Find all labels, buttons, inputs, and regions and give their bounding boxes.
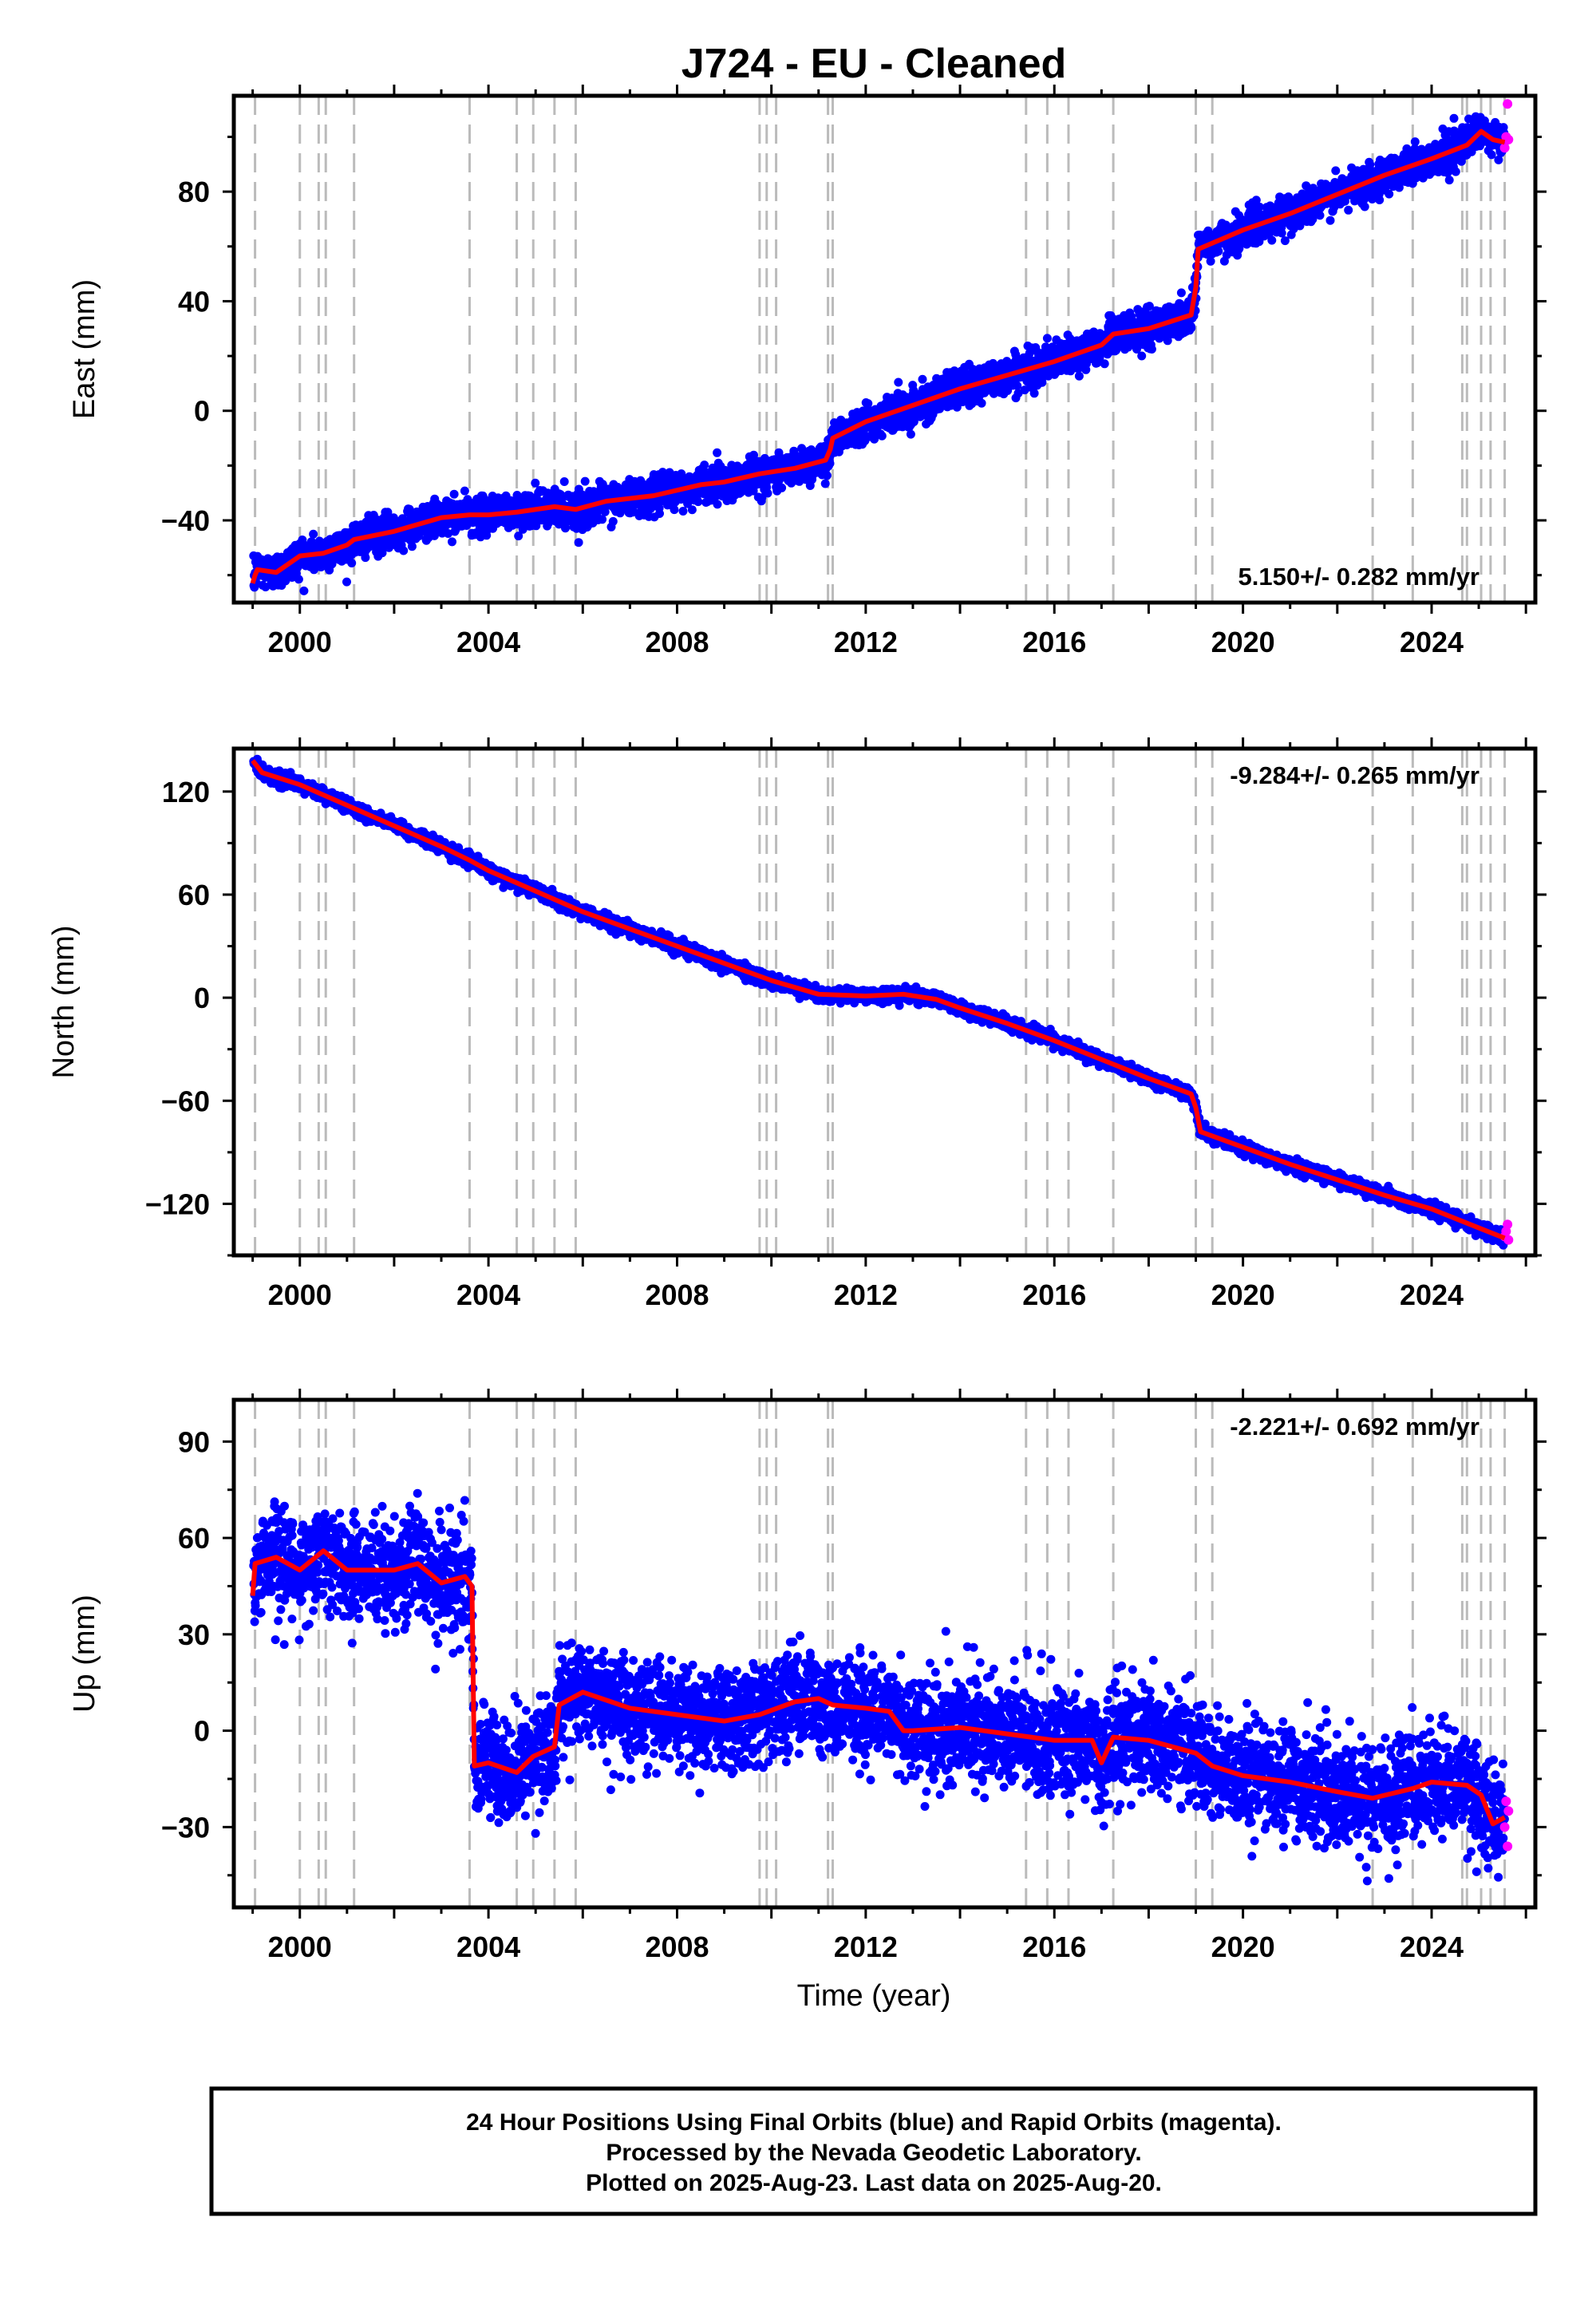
north-panel: 2000 2004 2008 2012 2016 2020 2024 120 60 0 −60 −12… bbox=[47, 737, 1547, 1311]
east-y-tick-label: 80 bbox=[178, 176, 210, 208]
up-rapid-orbit-point-1 bbox=[1501, 1796, 1511, 1807]
up-rate-label: -2.221+/- 0.692 mm/yr bbox=[1230, 1413, 1479, 1441]
east-rapid-orbit-point-3 bbox=[1503, 134, 1514, 144]
caption-frame bbox=[209, 2086, 1538, 2216]
up-frame bbox=[231, 1397, 1538, 1910]
caption-line-3: Plotted on 2025-Aug-23. Last data on 202… bbox=[586, 2170, 1162, 2196]
north-y-tick-label: −60 bbox=[161, 1085, 210, 1117]
up-rapid-orbit-point-3 bbox=[1503, 1806, 1514, 1816]
caption-box: 24 Hour Positions Using Final Orbits (bl… bbox=[209, 2086, 1538, 2216]
east-x-tick-label: 2008 bbox=[645, 626, 709, 658]
north-model-line bbox=[251, 759, 1506, 1241]
east-rapid-orbit-point-2 bbox=[1503, 99, 1513, 109]
north-frame bbox=[231, 746, 1538, 1258]
north-x-tick-label: 2012 bbox=[834, 1279, 898, 1311]
north-y-tick-label: 60 bbox=[178, 879, 210, 911]
east-x-tick-label: 2012 bbox=[834, 626, 898, 658]
up-y-tick-label: 30 bbox=[178, 1618, 210, 1651]
north-rate-label: -9.284+/- 0.265 mm/yr bbox=[1230, 761, 1479, 789]
caption-line-2: Processed by the Nevada Geodetic Laborat… bbox=[606, 2140, 1141, 2166]
east-x-tick-label: 2024 bbox=[1400, 626, 1464, 658]
east-y-axis-label: East (mm) bbox=[68, 279, 101, 419]
up-x-tick-label: 2020 bbox=[1211, 1931, 1275, 1963]
up-final-orbit-points bbox=[249, 1488, 1509, 1886]
chart-title: J724 - EU - Cleaned bbox=[681, 41, 1067, 87]
east-x-tick-label: 2004 bbox=[456, 626, 520, 658]
east-rate-label: 5.150+/- 0.282 mm/yr bbox=[1238, 563, 1479, 591]
north-x-tick-label: 2000 bbox=[268, 1279, 332, 1311]
up-y-tick-label: 0 bbox=[194, 1715, 210, 1748]
east-y-tick-label: 40 bbox=[178, 285, 210, 318]
up-x-tick-label: 2000 bbox=[268, 1931, 332, 1963]
north-x-tick-label: 2004 bbox=[456, 1279, 520, 1311]
north-x-tick-label: 2020 bbox=[1211, 1279, 1275, 1311]
north-x-tick-label: 2016 bbox=[1022, 1279, 1086, 1311]
up-x-tick-label: 2016 bbox=[1022, 1931, 1086, 1963]
east-rapid-orbit-point-0 bbox=[1499, 143, 1510, 153]
north-rapid-orbit-point-2 bbox=[1503, 1219, 1513, 1230]
north-y-tick-label: 0 bbox=[194, 982, 210, 1014]
east-y-tick-label: 0 bbox=[194, 395, 210, 428]
north-x-tick-label: 2024 bbox=[1400, 1279, 1464, 1311]
up-rapid-orbit-point-0 bbox=[1499, 1822, 1510, 1832]
north-y-tick-label: −120 bbox=[145, 1188, 210, 1220]
north-x-tick-label: 2008 bbox=[645, 1279, 709, 1311]
east-frame bbox=[231, 93, 1538, 605]
up-y-tick-label: 60 bbox=[178, 1522, 210, 1555]
up-panel: 2000 2004 2008 2012 2016 2020 2024 90 60 30 0 −30 -… bbox=[68, 1389, 1547, 1963]
up-model-line bbox=[250, 1548, 1507, 1827]
up-y-tick-label: 90 bbox=[178, 1425, 210, 1458]
east-model-line bbox=[250, 128, 1506, 584]
up-y-tick-label: −30 bbox=[161, 1811, 210, 1844]
up-x-tick-label: 2012 bbox=[834, 1931, 898, 1963]
east-x-tick-label: 2000 bbox=[268, 626, 332, 658]
up-rapid-orbit-point-2 bbox=[1503, 1841, 1513, 1852]
east-x-tick-label: 2020 bbox=[1211, 626, 1275, 658]
north-rapid-orbit-point-3 bbox=[1503, 1235, 1514, 1245]
east-y-tick-label: −40 bbox=[161, 504, 210, 537]
north-y-axis-label: North (mm) bbox=[47, 925, 81, 1078]
x-axis-label: Time (year) bbox=[797, 1979, 951, 2013]
east-x-tick-label: 2016 bbox=[1022, 626, 1086, 658]
up-y-axis-label: Up (mm) bbox=[68, 1595, 101, 1713]
up-x-tick-label: 2024 bbox=[1400, 1931, 1464, 1963]
north-y-tick-label: 120 bbox=[162, 776, 210, 808]
up-x-tick-label: 2008 bbox=[645, 1931, 709, 1963]
caption-line-1: 24 Hour Positions Using Final Orbits (bl… bbox=[466, 2109, 1282, 2136]
east-panel: 2000 2004 2008 2012 2016 2020 2024 80 40 0 −40 5.1… bbox=[68, 85, 1547, 658]
up-x-tick-label: 2004 bbox=[456, 1931, 520, 1963]
